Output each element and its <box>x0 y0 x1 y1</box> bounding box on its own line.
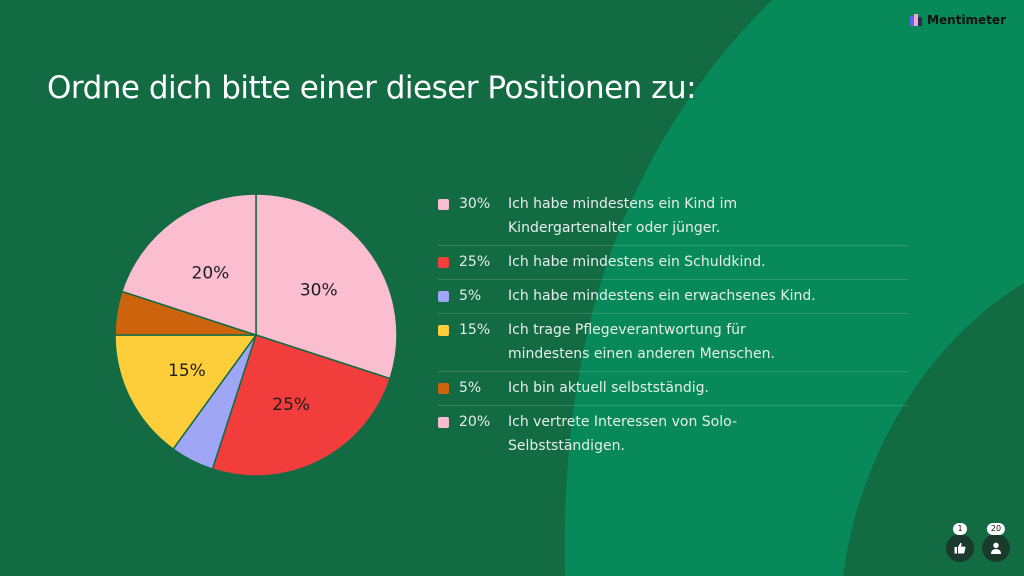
legend-swatch <box>438 325 449 336</box>
legend-item: 30% Ich habe mindestens ein Kind im Kinde… <box>438 188 908 246</box>
page-title: Ordne dich bitte einer dieser Positionen… <box>47 70 697 106</box>
pie-slice <box>114 334 258 451</box>
legend-percentage: 5% <box>459 288 482 304</box>
pie-slice-label: 25% <box>272 395 310 415</box>
legend-item: 25% Ich habe mindestens ein Schuldkind. <box>438 246 908 280</box>
legend-label: Ich bin aktuell selbstständig. <box>508 380 709 396</box>
participants-button[interactable]: 20 <box>982 523 1010 562</box>
legend-item: 20% Ich vertrete Interessen von Solo-Selb… <box>438 406 908 463</box>
legend-item: 5% Ich habe mindestens ein erwachsenes Ki… <box>438 280 908 314</box>
legend-percentage: 5% <box>459 380 482 396</box>
legend-item: 15% Ich trage Pflegeverantwortung für min… <box>438 314 908 372</box>
legend-percentage: 20% <box>459 414 491 430</box>
participants-count: 20 <box>986 523 1006 535</box>
legend-label: Ich habe mindestens ein Schuldkind. <box>508 254 766 270</box>
legend-percentage: 15% <box>459 322 491 338</box>
person-icon <box>991 542 1001 554</box>
chart-legend: 30% Ich habe mindestens ein Kind im Kinde… <box>438 188 908 463</box>
legend-label: Ich habe mindestens ein Kind im Kinderga… <box>508 196 738 236</box>
legend-label: Ich vertrete Interessen von Solo-Selbsts… <box>508 414 737 454</box>
brand: Mentimeter <box>910 13 1006 27</box>
pie-slice <box>255 193 398 380</box>
pie-slice <box>211 334 392 477</box>
legend-percentage: 30% <box>459 196 491 212</box>
legend-label: Ich habe mindestens ein erwachsenes Kind… <box>508 288 816 304</box>
reactions-count: 1 <box>953 523 967 535</box>
legend-swatch <box>438 417 449 428</box>
pie-slice-label: 15% <box>168 361 206 381</box>
pie-slice-label: 20% <box>192 263 230 283</box>
legend-percentage: 25% <box>459 254 491 270</box>
legend-label: Ich trage Pflegeverantwortung für mindes… <box>508 322 775 362</box>
brand-name: Mentimeter <box>927 13 1006 27</box>
legend-swatch <box>438 257 449 268</box>
thumbs-up-icon <box>954 542 966 554</box>
pie-slice <box>120 193 257 337</box>
legend-swatch <box>438 199 449 210</box>
legend-item: 5% Ich bin aktuell selbstständig. <box>438 372 908 406</box>
legend-swatch <box>438 291 449 302</box>
background-corner-shape <box>843 283 1024 576</box>
pie-slice-label: 30% <box>300 280 338 300</box>
reactions-button[interactable]: 1 <box>946 523 974 562</box>
legend-swatch <box>438 383 449 394</box>
mentimeter-logo-icon <box>910 14 923 26</box>
